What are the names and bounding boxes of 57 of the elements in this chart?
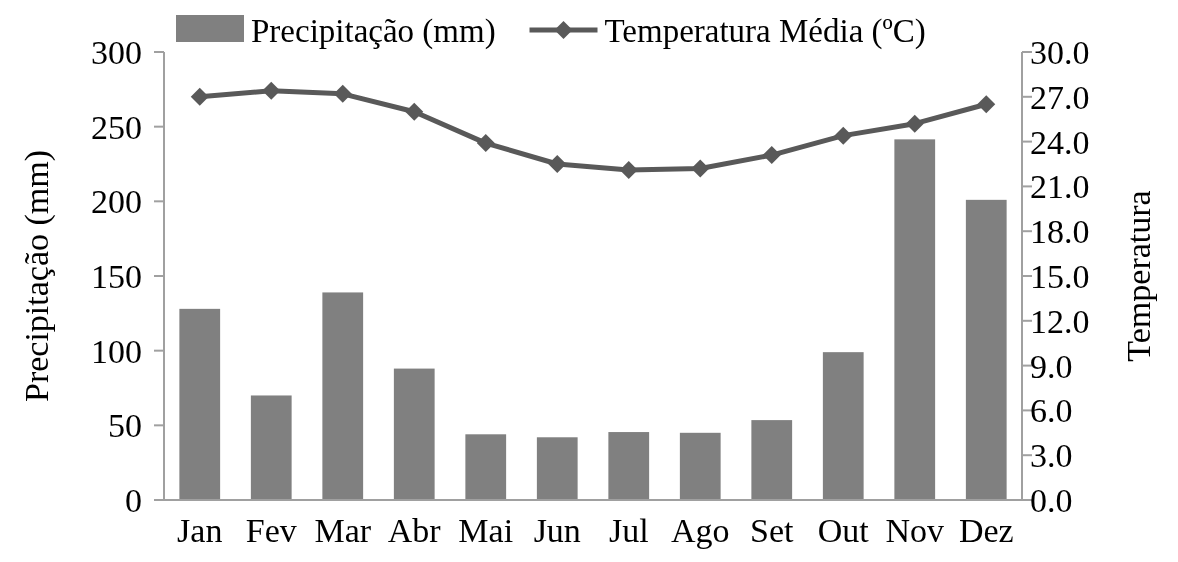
point [405,102,424,121]
y-tick-label: 250 [91,108,142,146]
point [262,81,281,100]
point [691,159,710,178]
x-tick-label: Out [817,512,870,549]
y-tick-label: 150 [91,257,142,295]
point [905,114,924,133]
point [619,160,638,179]
point [762,146,781,165]
x-tick-label: Jun [533,512,581,549]
y2-axis-title: Temperatura [1120,190,1157,362]
y2-tick-label: 18.0 [1030,213,1090,251]
x-tick-label: Mar [314,512,372,549]
y-axis-title: Precipitação (mm) [18,149,56,403]
x-tick-label: Ago [670,512,730,549]
point [834,126,853,145]
bar [536,437,578,500]
y2-tick-label: 27.0 [1030,78,1090,116]
bar [679,432,721,500]
y-tick-label: 0 [125,481,142,519]
x-tick-label: Set [750,512,795,549]
bar [322,292,364,500]
bar [393,368,435,500]
x-tick-label: Abr [387,512,442,549]
point [476,134,495,153]
bar [822,352,864,500]
bar [608,432,650,500]
y2-tick-label: 30.0 [1030,33,1090,71]
y2-tick-label: 15.0 [1030,257,1090,295]
point [190,87,209,106]
bar [250,395,292,500]
x-tick-label: Fev [245,512,297,549]
bar [894,139,936,500]
y2-tick-label: 9.0 [1030,347,1073,385]
bar [751,420,793,500]
y2-tick-label: 0.0 [1030,481,1073,519]
bar [465,434,507,500]
y2-tick-label: 3.0 [1030,437,1073,475]
point [548,155,567,173]
legend-label: Precipitação (mm) [251,12,496,50]
y2-tick-label: 12.0 [1030,302,1090,340]
y-tick-label: 200 [91,183,142,221]
y-tick-label: 50 [108,407,142,445]
y-tick-label: 300 [91,33,142,71]
bar [179,308,221,500]
bar [965,199,1007,500]
point [977,95,996,114]
y2-tick-label: 6.0 [1030,392,1073,430]
legend-label: Temperatura Média (ºC) [604,12,926,50]
y2-tick-label: 21.0 [1030,168,1090,206]
y-tick-label: 100 [91,332,142,370]
x-tick-label: Jan [177,512,223,549]
x-tick-label: Nov [885,512,945,549]
x-tick-label: Mai [458,512,514,549]
x-tick-label: Dez [958,512,1014,549]
y2-tick-label: 24.0 [1030,123,1090,161]
x-tick-label: Jul [608,512,649,549]
